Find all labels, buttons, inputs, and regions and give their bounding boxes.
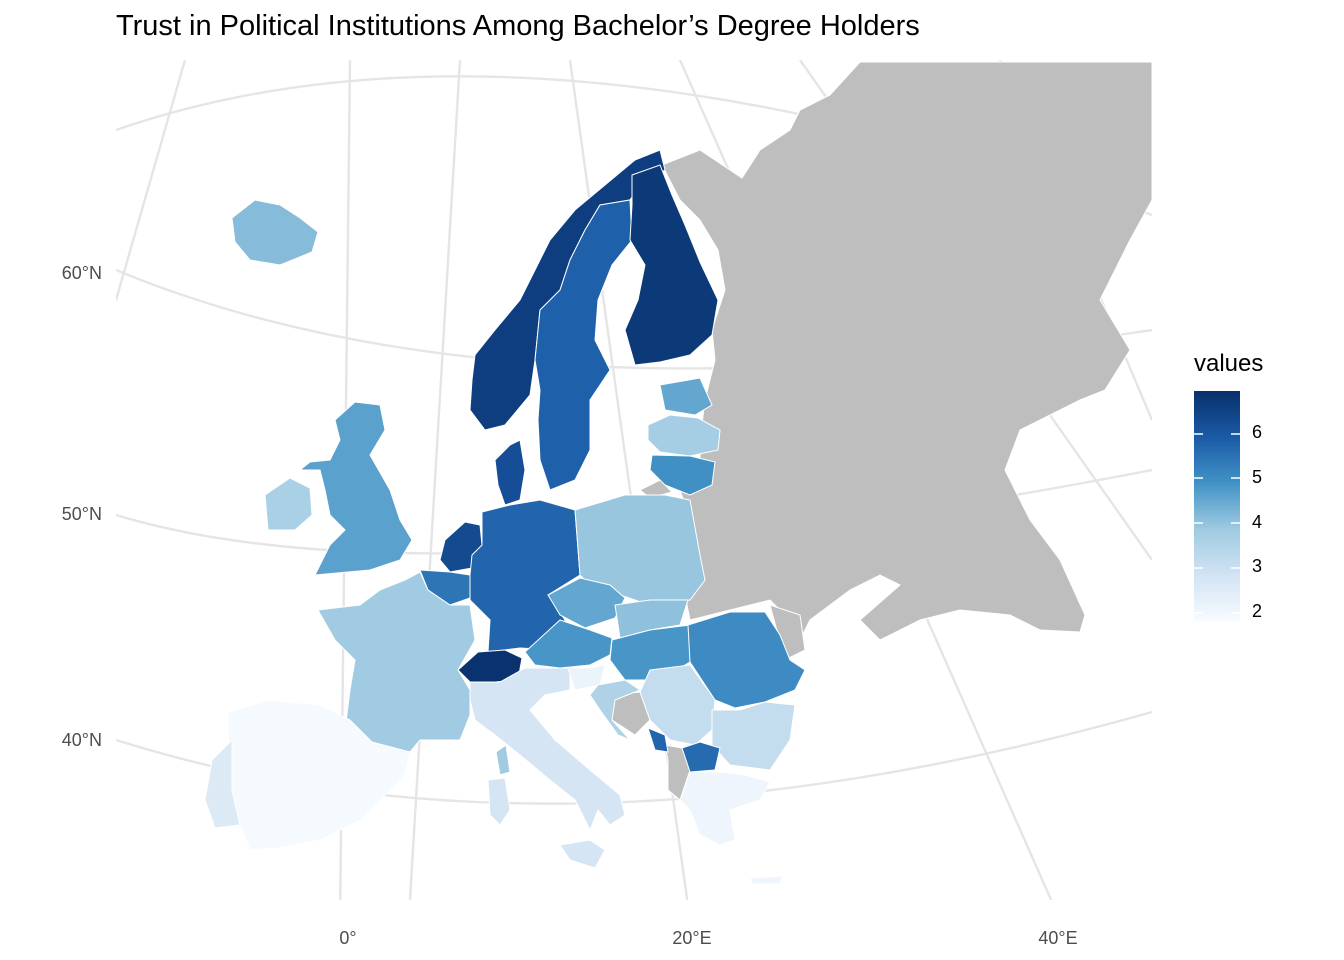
graticule-lon-10	[408, 60, 462, 900]
country-sweden	[534, 199, 633, 491]
country-slovenia	[567, 664, 606, 691]
latitude-labels: 60°N 50°N 40°N	[62, 263, 102, 750]
map-title: Trust in Political Institutions Among Ba…	[116, 10, 920, 42]
country-denmark	[494, 439, 526, 506]
country-iceland	[231, 199, 319, 266]
country-portugal	[204, 738, 241, 829]
country-finland	[624, 164, 719, 366]
lon-label-40E: 40°E	[1038, 928, 1077, 948]
legend-tick-3: 3	[1252, 556, 1263, 576]
legend-tick-4: 4	[1252, 512, 1263, 532]
country-uk	[298, 401, 413, 576]
graticule-lon-m10	[116, 60, 187, 301]
country-north-macedonia	[681, 741, 721, 773]
country-estonia	[659, 377, 713, 416]
legend-tick-5: 5	[1252, 467, 1263, 487]
legend-tick-2: 2	[1252, 601, 1263, 621]
lat-label-50: 50°N	[62, 504, 102, 524]
legend-tick-marks	[1194, 433, 1240, 614]
country-croatia	[589, 679, 642, 741]
country-ireland	[264, 477, 313, 531]
legend-title: values	[1194, 350, 1264, 377]
longitude-labels: 0° 20°E 40°E	[339, 928, 1077, 948]
color-legend: values 6 5 4 3 2	[1194, 350, 1314, 640]
country-latvia	[647, 414, 721, 457]
lat-label-40: 40°N	[62, 730, 102, 750]
legend-color-bar	[1194, 391, 1240, 621]
country-italy-sicily	[559, 839, 606, 869]
country-italy-sardinia	[487, 777, 511, 826]
country-greece-crete	[749, 875, 783, 885]
lon-label-20E: 20°E	[672, 928, 711, 948]
country-corsica	[495, 744, 511, 776]
region-russia-belarus-ukraine	[661, 61, 1152, 661]
country-greece	[679, 771, 771, 846]
countries	[204, 149, 806, 885]
lat-label-60: 60°N	[62, 263, 102, 283]
legend-tick-6: 6	[1252, 422, 1263, 442]
country-bulgaria	[711, 701, 796, 771]
country-montenegro	[647, 727, 669, 753]
lon-label-0: 0°	[339, 928, 356, 948]
country-lithuania	[649, 454, 716, 496]
